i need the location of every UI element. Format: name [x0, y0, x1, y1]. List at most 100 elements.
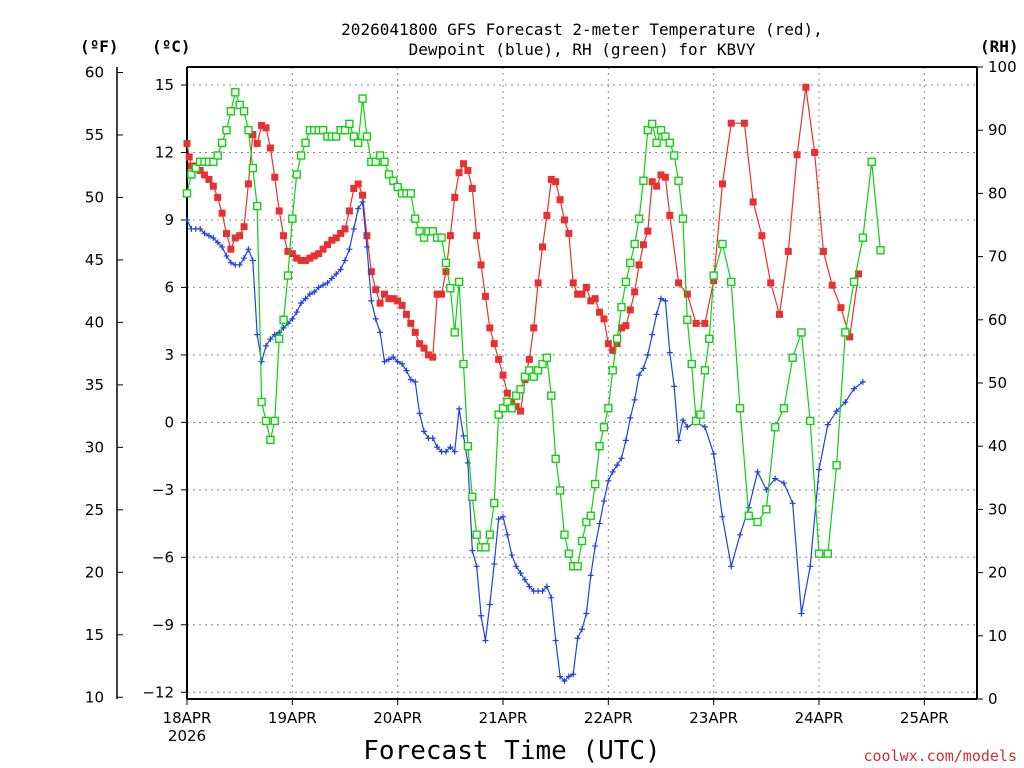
rh-point	[788, 353, 797, 362]
temperature-point	[512, 403, 520, 411]
dewpoint-point	[859, 378, 866, 385]
temperature-point	[644, 227, 652, 235]
dewpoint-point	[662, 297, 669, 304]
y-tick-label-fahrenheit: 30	[85, 438, 104, 456]
rh-point	[665, 138, 674, 148]
rh-point	[288, 214, 297, 223]
dewpoint-point	[416, 410, 423, 417]
temperature-point	[275, 207, 283, 215]
temperature-point	[402, 310, 410, 318]
y-tick-label-celsius: 6	[164, 278, 174, 296]
temperature-point	[503, 389, 511, 397]
temperature-point	[354, 180, 362, 188]
y-tick-label-rh: 70	[988, 248, 1007, 266]
dewpoint-point	[469, 547, 476, 554]
x-tick-label: 24APR	[795, 709, 844, 727]
rh-point	[279, 315, 288, 324]
rh-point	[669, 151, 679, 160]
dewpoint-point	[219, 243, 226, 250]
dewpoint-point	[684, 423, 691, 430]
rh-point	[454, 277, 464, 287]
temperature-point	[727, 119, 735, 127]
rh-point	[283, 271, 293, 280]
temperature-point	[302, 256, 309, 264]
temperature-point	[433, 290, 441, 298]
temperature-point	[429, 353, 437, 361]
rh-point	[520, 372, 530, 381]
y-tick-label-rh: 40	[988, 437, 1007, 455]
temperature-point	[495, 355, 503, 363]
rh-point	[683, 315, 692, 324]
temperature-point	[407, 319, 415, 327]
rh-point	[551, 454, 560, 464]
temperature-point	[613, 340, 621, 348]
x-tick-sublabel: 2026	[168, 727, 206, 745]
dewpoint-point	[710, 450, 717, 457]
rh-point	[691, 416, 701, 426]
rh-point	[779, 404, 789, 413]
rh-point	[266, 435, 275, 445]
temperature-point	[569, 279, 577, 287]
dewpoint-point	[644, 351, 651, 358]
rh-point	[213, 151, 222, 160]
temperature-point	[758, 232, 766, 240]
temperature-point	[297, 256, 305, 264]
dewpoint-point	[671, 383, 678, 390]
temperature-point	[323, 241, 331, 249]
temperature-point	[574, 290, 582, 298]
temperature-point	[837, 304, 845, 312]
dewpoint-point	[737, 531, 743, 538]
temperature-point	[508, 398, 516, 406]
y-tick-label-fahrenheit: 35	[85, 376, 104, 394]
dewpoint-point	[403, 367, 410, 374]
temperature-point	[315, 250, 323, 258]
temperature-point	[578, 290, 586, 298]
dewpoint-point	[407, 376, 414, 383]
dewpoint-point	[842, 399, 849, 406]
rh-point	[296, 151, 306, 160]
temperature-point	[683, 290, 691, 298]
rh-point	[340, 125, 350, 135]
dewpoint-point	[596, 520, 603, 527]
unit-label-rh: (RH)	[980, 37, 1019, 56]
rh-point	[560, 530, 569, 539]
dewpoint-point	[491, 561, 498, 568]
temperature-point	[288, 250, 296, 258]
temperature-point	[394, 297, 402, 305]
dewpoint-point	[201, 230, 208, 237]
chart-title-line1: 2026041800 GFS Forecast 2-meter Temperat…	[341, 20, 823, 39]
dewpoint-point	[289, 315, 296, 322]
rh-point	[353, 138, 363, 148]
credit-text: coolwx.com/models	[863, 747, 1017, 765]
rh-point	[867, 157, 876, 167]
rh-point	[590, 479, 600, 489]
temperature-point	[376, 299, 384, 307]
x-tick-label: 18APR	[163, 709, 212, 727]
rh-point	[634, 214, 644, 223]
temperature-point	[468, 184, 476, 192]
dewpoint-point	[600, 498, 607, 505]
temperature-point	[609, 346, 617, 354]
dewpoint-point	[631, 396, 638, 403]
dewpoint-point	[614, 462, 621, 469]
dewpoint-point	[640, 365, 647, 372]
rh-point	[415, 227, 424, 236]
rh-point	[292, 170, 301, 179]
dewpoint-point	[807, 563, 814, 570]
dewpoint-point	[780, 480, 787, 487]
temperature-point	[205, 175, 213, 183]
temperature-point	[411, 328, 419, 336]
rh-point	[371, 157, 380, 167]
dewpoint-point	[574, 635, 581, 642]
temperature-point	[530, 324, 538, 332]
rh-point	[762, 505, 771, 514]
y-tick-label-rh: 10	[988, 627, 1007, 645]
y-tick-label-fahrenheit: 45	[85, 251, 104, 269]
dewpoint-point	[337, 266, 344, 273]
dewpoint-point	[368, 297, 375, 304]
rh-point	[507, 404, 516, 413]
dewpoint-point	[442, 448, 449, 455]
rh-point	[349, 132, 358, 141]
rh-point	[362, 132, 372, 141]
